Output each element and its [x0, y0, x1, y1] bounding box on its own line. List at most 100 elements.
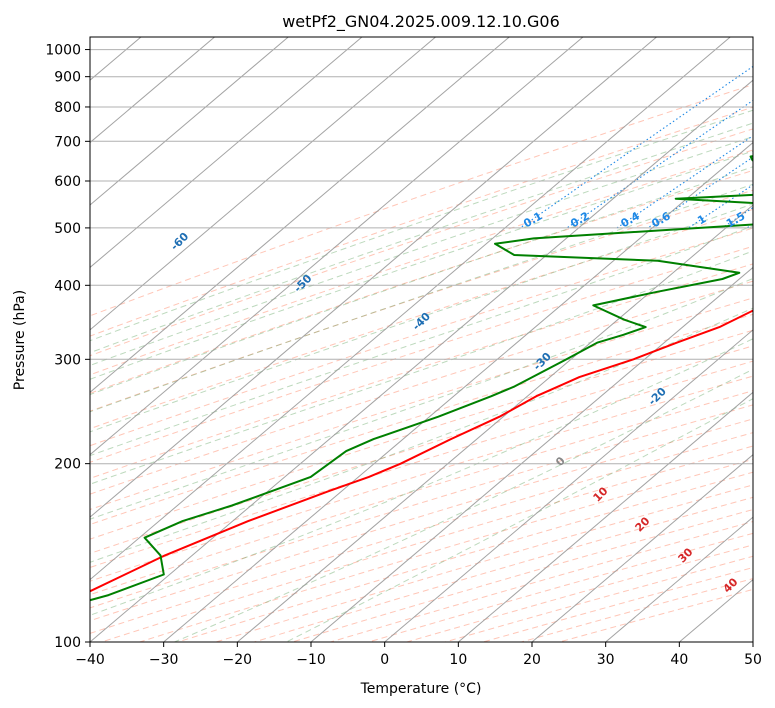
dry-adiabat	[90, 169, 753, 394]
moist-adiabat	[90, 250, 753, 485]
profile-series	[90, 155, 753, 602]
dry-adiabat	[90, 263, 753, 479]
chart-title: wetPf2_GN04.2025.009.12.10.G06	[282, 12, 560, 32]
dry-adiabat	[90, 189, 753, 412]
isotherms	[0, 35, 753, 656]
mixing-ratio-line	[746, 223, 753, 229]
dry-adiabat	[90, 245, 753, 463]
dry-adiabats	[90, 84, 753, 642]
y-axis-title: Pressure (hPa)	[12, 290, 28, 390]
dry-adiabat	[90, 345, 753, 554]
moist-adiabat-label: 20	[633, 514, 653, 534]
y-tick-label: 800	[54, 100, 81, 116]
y-tick-label: 600	[54, 174, 81, 190]
y-tick-label: 700	[54, 134, 81, 150]
dry-adiabat	[90, 360, 753, 569]
isotherm-label: -30	[531, 350, 554, 373]
moist-adiabat	[90, 277, 753, 520]
moist-adiabat-label: 0	[553, 454, 568, 469]
isotherm	[90, 37, 584, 456]
x-tick-label: −10	[296, 652, 326, 668]
x-tick-label: 0	[380, 652, 389, 668]
dry-adiabat	[90, 149, 753, 376]
moist-adiabat	[90, 136, 753, 366]
dry-adiabat	[330, 521, 753, 642]
moist-adiabat	[286, 398, 753, 642]
isotherm	[236, 204, 753, 642]
isotherm	[310, 266, 753, 642]
isotherm	[752, 641, 753, 642]
y-axis: 100 200 300 400 500 600 700 800 900 1000	[45, 43, 90, 651]
dry-adiabat	[406, 544, 753, 642]
moist-adiabat	[90, 307, 753, 563]
isotherm	[90, 37, 658, 518]
isotherm	[90, 37, 363, 269]
temperature-line	[90, 309, 753, 593]
isotherm	[90, 37, 511, 393]
isotherm	[604, 516, 753, 642]
x-tick-label: 30	[597, 652, 615, 668]
x-axis: −40 −30 −20 −10 0 10 20 30 40 50	[75, 642, 762, 668]
mixing-ratio-line	[688, 184, 753, 229]
mixing-ratio-line	[721, 206, 753, 229]
moist-adiabat	[90, 109, 753, 342]
moist-adiabat	[90, 225, 753, 457]
dry-adiabat	[90, 390, 753, 596]
isotherm-label: -20	[646, 385, 669, 408]
x-tick-label: 40	[670, 652, 688, 668]
moist-adiabat	[90, 122, 753, 354]
moist-adiabat-label: 30	[676, 545, 696, 565]
dry-adiabat	[90, 84, 753, 317]
dry-adiabat	[90, 227, 753, 447]
dry-adiabat	[90, 280, 753, 495]
x-axis-title: Temperature (°C)	[360, 681, 482, 697]
isotherm-label: -60	[168, 230, 191, 253]
dry-adiabat	[101, 445, 753, 642]
dry-adiabat	[90, 329, 753, 540]
isotherm	[0, 35, 70, 656]
isotherm	[383, 329, 753, 642]
isotherm-label: -10	[763, 422, 775, 445]
isotherm-label: -40	[410, 310, 433, 333]
moist-adiabat	[90, 166, 753, 396]
isobars	[90, 49, 753, 642]
y-tick-label: 100	[54, 635, 81, 651]
dry-adiabat	[90, 128, 753, 357]
mixing-ratio-label: 2	[754, 212, 767, 227]
mixing-ratio-line	[566, 99, 753, 229]
isotherm	[162, 141, 753, 642]
mixing-ratio-label: 0.4	[618, 209, 642, 230]
dry-adiabat	[90, 404, 753, 609]
dry-adiabat	[90, 313, 753, 526]
isotherm	[531, 454, 753, 642]
isotherm	[90, 37, 437, 331]
x-tick-label: 50	[744, 652, 762, 668]
moist-adiabat	[90, 183, 753, 413]
x-tick-label: −40	[75, 652, 105, 668]
plot-frame	[89, 36, 754, 643]
isotherm	[90, 37, 290, 206]
moist-adiabat	[90, 338, 753, 616]
isotherm	[457, 391, 753, 642]
dewpoint-line	[90, 155, 753, 602]
isotherm	[90, 37, 732, 581]
moist-adiabats	[90, 109, 753, 642]
x-tick-label: −30	[149, 652, 179, 668]
dry-adiabat	[90, 106, 753, 337]
mixing-ratio-line	[647, 156, 753, 229]
mixing-ratio-line	[519, 65, 753, 229]
dry-adiabat	[90, 208, 753, 430]
x-tick-label: 20	[523, 652, 541, 668]
y-tick-label: 300	[54, 352, 81, 368]
x-tick-label: 10	[449, 652, 467, 668]
x-tick-label: −20	[223, 652, 253, 668]
y-tick-label: 1000	[45, 43, 81, 59]
isotherm	[90, 37, 216, 144]
moist-adiabat	[90, 203, 753, 433]
dry-adiabat	[292, 509, 753, 642]
plot-area: -100-90-80-70-60-50-40-30-20-100.10.20.4…	[0, 35, 775, 656]
dry-adiabat	[90, 375, 753, 582]
y-tick-label: 500	[54, 221, 81, 237]
y-tick-label: 900	[54, 70, 81, 86]
